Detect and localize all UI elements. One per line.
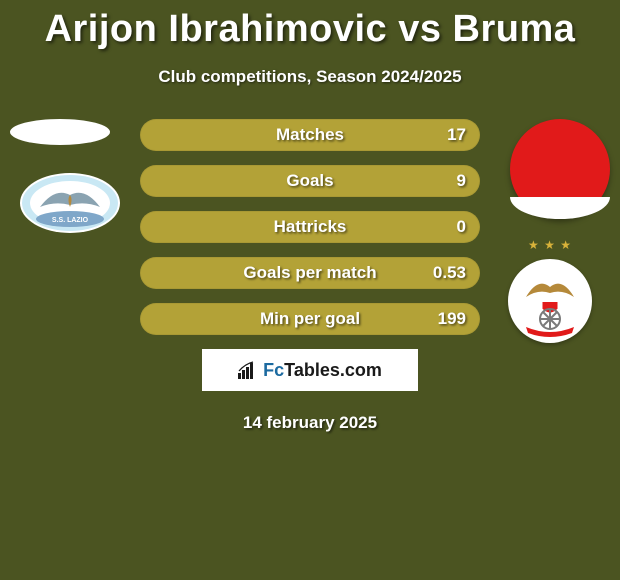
stat-value: 17	[447, 125, 466, 145]
stat-label: Min per goal	[260, 309, 360, 329]
comparison-panel: S.S. LAZIO ★ ★ ★	[0, 119, 620, 433]
branding-badge: FcTables.com	[202, 349, 418, 391]
stat-bars: Matches 17 Goals 9 Hattricks 0 Goals per…	[140, 119, 480, 335]
stat-row: Min per goal 199	[140, 303, 480, 335]
player-right-jersey	[510, 119, 610, 219]
player-left-club-badge: S.S. LAZIO	[20, 173, 120, 233]
stat-label: Matches	[276, 125, 344, 145]
stat-label: Goals	[286, 171, 333, 191]
stat-value: 0.53	[433, 263, 466, 283]
stat-value: 0	[457, 217, 466, 237]
stat-row: Matches 17	[140, 119, 480, 151]
date-text: 14 february 2025	[0, 413, 620, 433]
svg-text:S.S. LAZIO: S.S. LAZIO	[52, 217, 89, 224]
stat-row: Goals per match 0.53	[140, 257, 480, 289]
page-title: Arijon Ibrahimovic vs Bruma	[0, 8, 620, 51]
branding-text: FcTables.com	[263, 360, 382, 381]
stat-label: Hattricks	[274, 217, 347, 237]
subtitle: Club competitions, Season 2024/2025	[0, 67, 620, 87]
stat-value: 199	[438, 309, 466, 329]
stat-row: Goals 9	[140, 165, 480, 197]
bar-chart-icon	[238, 361, 258, 379]
player-right-club-badge: ★ ★ ★	[500, 247, 600, 335]
stars-icon: ★ ★ ★	[500, 238, 600, 252]
stat-value: 9	[457, 171, 466, 191]
stat-label: Goals per match	[243, 263, 376, 283]
player-left-jersey	[10, 119, 110, 145]
stat-row: Hattricks 0	[140, 211, 480, 243]
